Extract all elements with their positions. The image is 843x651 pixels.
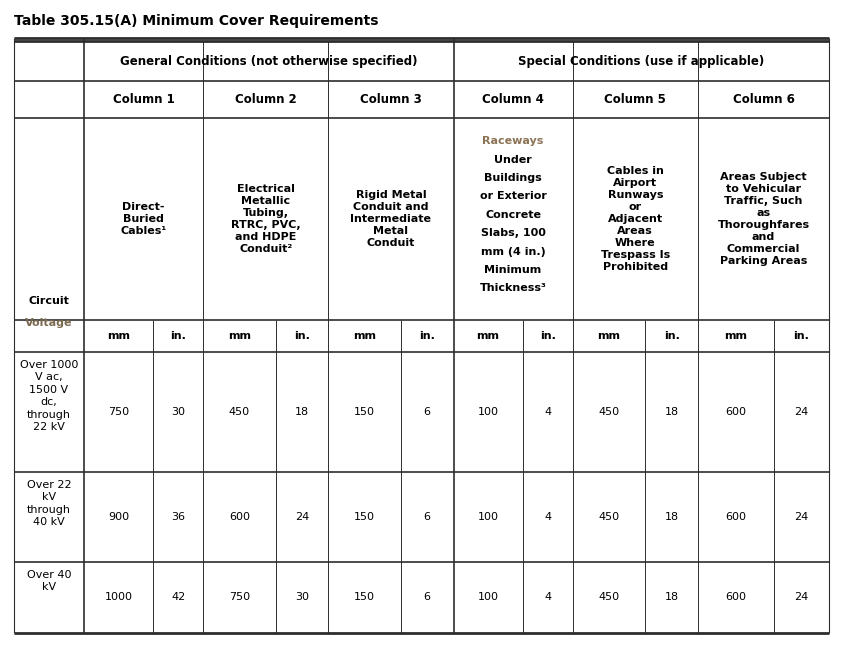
Text: Column 2: Column 2 [235, 93, 297, 106]
Text: Rigid Metal
Conduit and
Intermediate
Metal
Conduit: Rigid Metal Conduit and Intermediate Met… [351, 190, 432, 248]
Text: 750: 750 [229, 592, 250, 602]
Text: 100: 100 [478, 512, 498, 522]
Text: 36: 36 [171, 512, 185, 522]
Text: 4: 4 [544, 592, 551, 602]
Text: in.: in. [419, 331, 435, 341]
Text: 100: 100 [478, 407, 498, 417]
Text: 900: 900 [108, 512, 129, 522]
Text: 30: 30 [295, 592, 309, 602]
Text: 6: 6 [424, 407, 431, 417]
Text: Table 305.15(A) Minimum Cover Requirements: Table 305.15(A) Minimum Cover Requiremen… [14, 14, 379, 28]
Text: 42: 42 [171, 592, 185, 602]
Text: Raceways: Raceways [482, 136, 544, 146]
Text: Column 5: Column 5 [604, 93, 666, 106]
Text: 30: 30 [171, 407, 185, 417]
Text: mm: mm [598, 331, 620, 341]
Text: 150: 150 [354, 407, 375, 417]
Text: in.: in. [540, 331, 556, 341]
Text: mm: mm [724, 331, 748, 341]
Text: Special Conditions (use if applicable): Special Conditions (use if applicable) [518, 55, 765, 68]
Text: 450: 450 [599, 407, 620, 417]
Text: 6: 6 [424, 512, 431, 522]
Text: or Exterior: or Exterior [480, 191, 546, 201]
Text: in.: in. [170, 331, 186, 341]
Text: 4: 4 [544, 512, 551, 522]
Text: 24: 24 [794, 512, 808, 522]
Text: Areas Subject
to Vehicular
Traffic, Such
as
Thoroughfares
and
Commercial
Parking: Areas Subject to Vehicular Traffic, Such… [717, 172, 809, 266]
Text: Buildings: Buildings [484, 173, 542, 183]
Text: in.: in. [294, 331, 310, 341]
Text: 18: 18 [664, 407, 679, 417]
Text: Voltage: Voltage [25, 318, 72, 328]
Text: 750: 750 [108, 407, 129, 417]
Text: 24: 24 [295, 512, 309, 522]
Text: Slabs, 100: Slabs, 100 [481, 229, 545, 238]
Text: 24: 24 [794, 407, 808, 417]
Text: General Conditions (not otherwise specified): General Conditions (not otherwise specif… [120, 55, 417, 68]
Text: Over 1000
V ac,
1500 V
dc,
through
22 kV: Over 1000 V ac, 1500 V dc, through 22 kV [20, 360, 78, 432]
Text: in.: in. [663, 331, 679, 341]
Text: Minimum: Minimum [485, 265, 542, 275]
Text: mm (4 in.): mm (4 in.) [481, 247, 545, 256]
Text: Concrete: Concrete [485, 210, 541, 220]
Text: 450: 450 [599, 592, 620, 602]
Text: 18: 18 [295, 407, 309, 417]
Text: 18: 18 [664, 512, 679, 522]
Text: 4: 4 [544, 407, 551, 417]
Text: Under: Under [494, 154, 532, 165]
Text: 600: 600 [726, 512, 746, 522]
Text: 100: 100 [478, 592, 498, 602]
Text: 150: 150 [354, 592, 375, 602]
Text: Column 4: Column 4 [482, 93, 544, 106]
Text: mm: mm [228, 331, 251, 341]
Text: 150: 150 [354, 512, 375, 522]
Text: mm: mm [353, 331, 376, 341]
Text: Electrical
Metallic
Tubing,
RTRC, PVC,
and HDPE
Conduit²: Electrical Metallic Tubing, RTRC, PVC, a… [231, 184, 301, 254]
Text: Over 22
kV
through
40 kV: Over 22 kV through 40 kV [27, 480, 72, 527]
Text: 6: 6 [424, 592, 431, 602]
Text: mm: mm [476, 331, 500, 341]
Text: Direct-
Buried
Cables¹: Direct- Buried Cables¹ [121, 202, 167, 236]
Text: 600: 600 [726, 592, 746, 602]
Text: 1000: 1000 [105, 592, 132, 602]
Text: 450: 450 [229, 407, 250, 417]
Text: mm: mm [107, 331, 130, 341]
Text: Circuit: Circuit [29, 296, 69, 306]
Text: Column 6: Column 6 [733, 93, 794, 106]
Text: 450: 450 [599, 512, 620, 522]
Text: 24: 24 [794, 592, 808, 602]
Text: 18: 18 [664, 592, 679, 602]
Text: in.: in. [793, 331, 809, 341]
Text: Column 3: Column 3 [360, 93, 422, 106]
Text: Column 1: Column 1 [113, 93, 175, 106]
Text: Over 40
kV: Over 40 kV [27, 570, 72, 592]
Text: 600: 600 [229, 512, 250, 522]
Text: Cables in
Airport
Runways
or
Adjacent
Areas
Where
Trespass Is
Prohibited: Cables in Airport Runways or Adjacent Ar… [601, 166, 670, 272]
Text: 600: 600 [726, 407, 746, 417]
Text: Thickness³: Thickness³ [480, 283, 546, 294]
